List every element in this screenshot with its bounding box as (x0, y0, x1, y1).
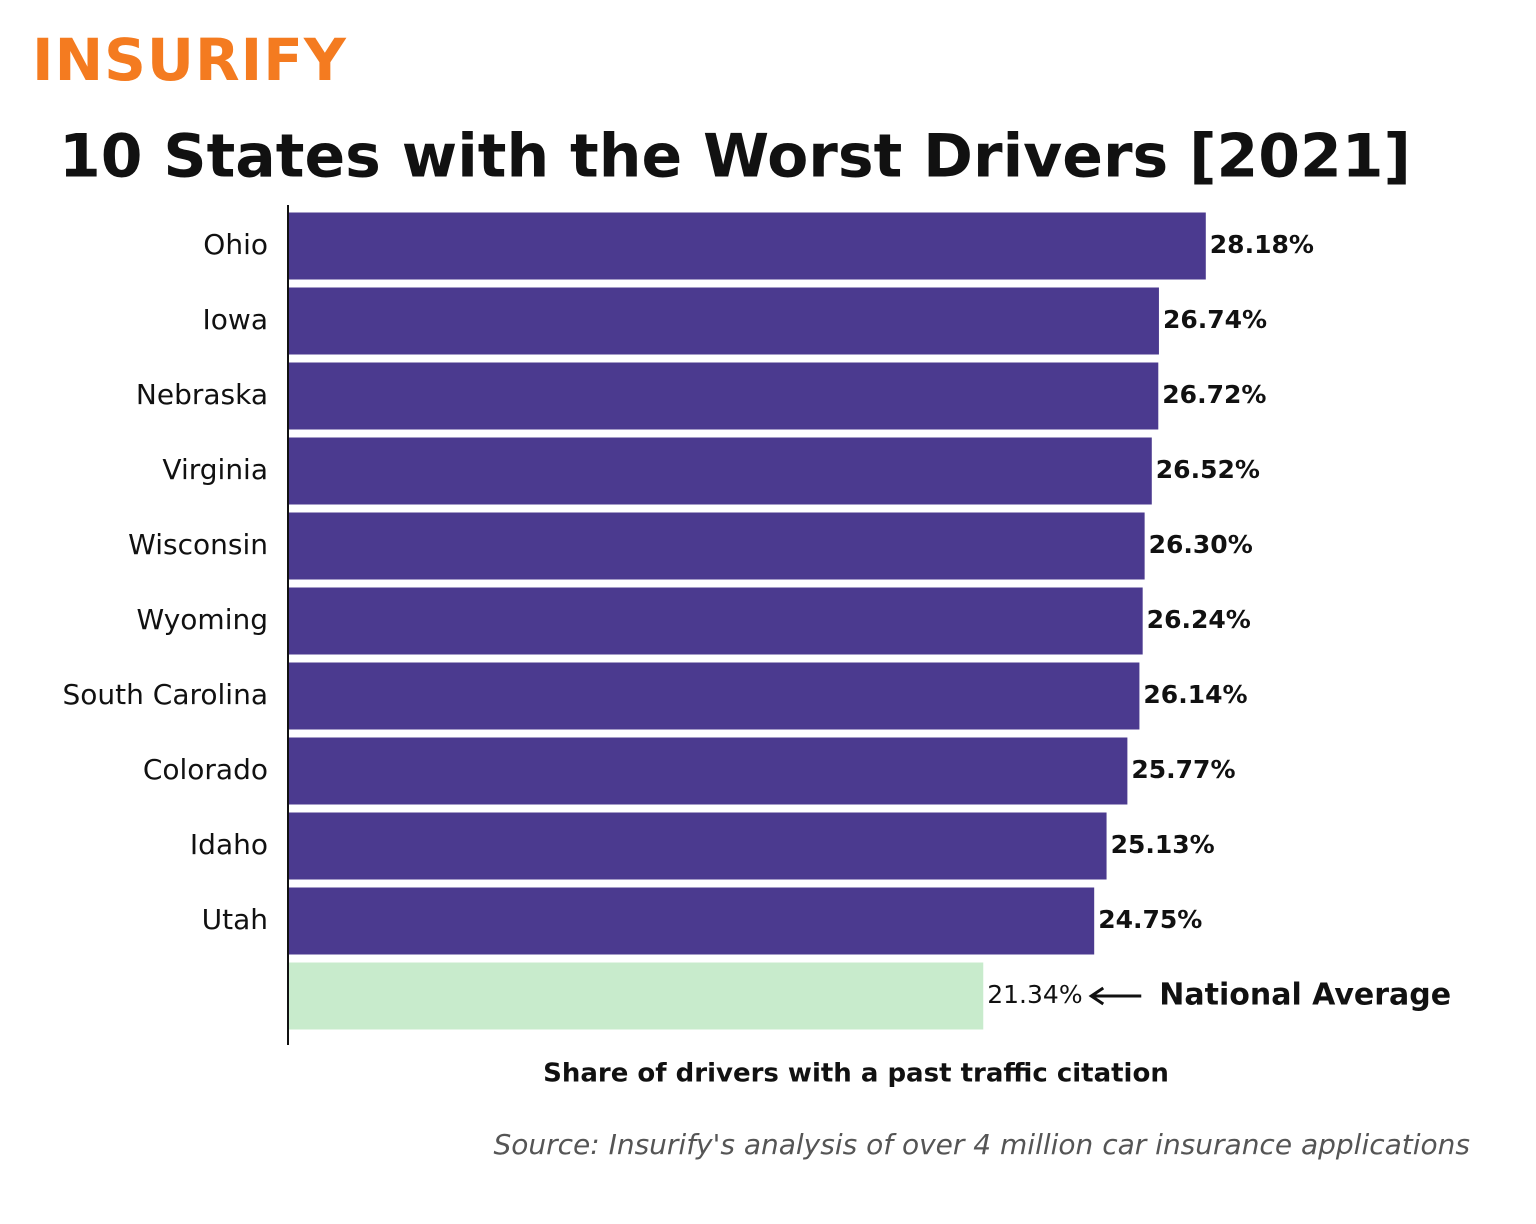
value-label: 24.75% (1098, 905, 1202, 934)
y-tick-label: Wyoming (137, 603, 268, 636)
value-label: 26.24% (1147, 605, 1251, 634)
y-tick-label: Nebraska (136, 378, 268, 411)
y-tick-label: Ohio (203, 228, 268, 261)
y-tick-label: South Carolina (63, 678, 268, 711)
y-tick-label: Virginia (162, 453, 268, 486)
bar (289, 362, 1159, 430)
value-label: 21.34% (987, 980, 1082, 1009)
y-tick-label: Idaho (190, 828, 268, 861)
value-label: 26.52% (1156, 455, 1260, 484)
bar (289, 287, 1159, 355)
annotation-arrowhead (1088, 986, 1105, 1006)
bar (289, 962, 984, 1030)
bar (289, 512, 1145, 580)
value-label: 26.74% (1163, 305, 1267, 334)
y-tick-label: Utah (202, 903, 268, 936)
value-label: 26.30% (1149, 530, 1253, 559)
value-label: 25.13% (1111, 830, 1215, 859)
bar (289, 212, 1206, 280)
value-label: 28.18% (1210, 230, 1314, 259)
bar (289, 737, 1128, 805)
chart-title: 10 States with the Worst Drivers [2021] (59, 122, 1411, 192)
y-tick-label: Colorado (143, 753, 268, 786)
bar (289, 812, 1107, 880)
bar (289, 887, 1095, 955)
value-label: 26.14% (1143, 680, 1247, 709)
bar (289, 587, 1143, 655)
bar (289, 437, 1152, 505)
y-tick-label: Wisconsin (128, 528, 268, 561)
source: Source: Insurify's analysis of over 4 mi… (493, 1128, 1470, 1161)
x-axis-label: Share of drivers with a past traffic cit… (543, 1059, 1169, 1089)
value-label: 25.77% (1131, 755, 1235, 784)
annotation: National Average (1159, 978, 1451, 1013)
logo: INSURIFY (32, 26, 347, 94)
value-label: 26.72% (1162, 380, 1266, 409)
y-tick-label: Iowa (203, 303, 268, 336)
bar (289, 662, 1140, 730)
